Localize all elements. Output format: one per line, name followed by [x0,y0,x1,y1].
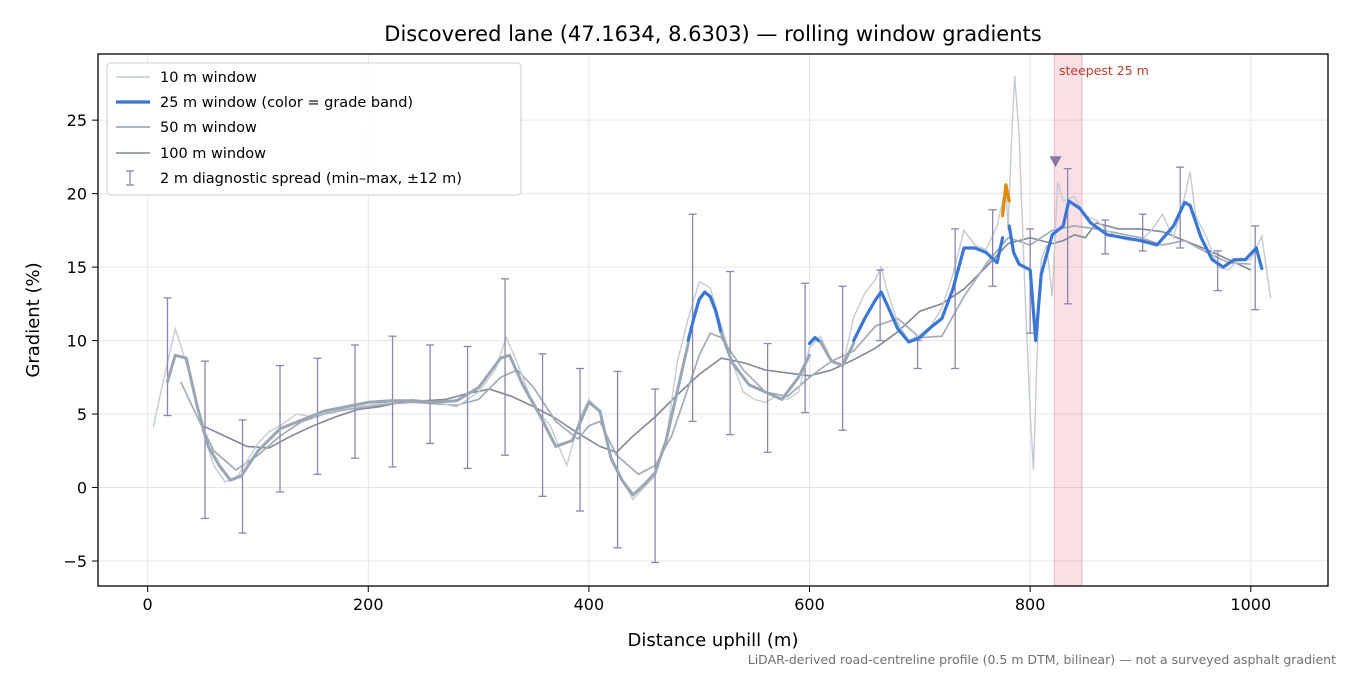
y-tick-label: 0 [77,479,87,498]
legend-label-25m: 25 m window (color = grade band) [160,95,413,111]
spread-errorbar [1063,167,1072,305]
series-25m-segment [807,336,823,346]
grid-lines [98,54,1328,586]
legend-swatches [116,76,150,186]
spread-errorbar [988,209,997,287]
y-axis-title: Gradient (%) [23,262,44,377]
x-tick-label: 1000 [1230,595,1271,614]
spread-errorbar [501,278,510,456]
spread-errorbar [651,388,660,564]
series-25m-segment [819,340,856,368]
footnote: LiDAR-derived road-centreline profile (0… [748,652,1336,667]
series-10m-line [152,75,1272,501]
series-25m-segment [1001,183,1011,218]
spread-errorbar [313,357,322,475]
series-25m-segment [852,236,1005,344]
legend-label-50m: 50 m window [160,120,257,136]
chart-title: Discovered lane (47.1634, 8.6303) — roll… [384,22,1041,46]
legend-box [106,62,522,196]
spread-errorbar [1251,225,1260,311]
x-tick-label: 800 [1015,595,1046,614]
legend-swatch-spread [126,170,134,186]
spread-errorbar [1213,250,1222,292]
series-25m-segment [166,342,690,497]
y-tick-label: 15 [67,258,87,277]
legend-label-100m: 100 m window [160,146,266,162]
spread-errorbar [463,345,472,470]
spread-errorbar [763,342,772,453]
marker-layer [1049,156,1062,168]
x-tick-label: 400 [574,595,605,614]
y-tick-label: 5 [77,405,87,424]
spread-errorbar [1176,166,1185,249]
steepest-band [1053,53,1083,587]
steepest-band-layer [1053,53,1083,587]
legend-label-10m: 10 m window [160,70,257,86]
x-axis-title: Distance uphill (m) [628,630,799,651]
series-layer [152,75,1272,564]
series-25m-segment [686,290,723,343]
spread-errorbar [538,353,547,498]
x-tick-label: 0 [143,595,153,614]
spread-errorbar [876,269,885,342]
spread-errorbar [951,228,960,370]
legend-label-spread: 2 m diagnostic spread (min–max, ±12 m) [160,171,462,187]
plot-frame [97,53,1329,587]
spread-errorbar [801,282,810,414]
x-tick-label: 600 [794,595,825,614]
steepest-peak-marker [1049,156,1062,168]
axis-ticks: 0 200 400 600 800 1000 −5 0 5 10 15 20 25 [63,111,1271,614]
steepest-band-label: steepest 25 m [1059,63,1149,78]
y-tick-label: 10 [67,332,87,351]
legend: 10 m window 25 m window (color = grade b… [106,62,522,196]
spread-errorbar [576,367,585,512]
spread-errorbar [1101,219,1110,255]
spread-errorbar [426,344,435,445]
series-25m-segment [719,331,811,401]
spread-errorbar [838,285,847,431]
x-tick-label: 200 [353,595,384,614]
y-tick-label: 20 [67,185,87,204]
spread-errorbar [613,370,622,549]
spread-errorbar [163,297,172,417]
spread-errorbar [351,344,360,459]
y-tick-label: 25 [67,111,87,130]
spread-errorbar [1138,213,1147,252]
y-tick-label: −5 [63,552,87,571]
series-25m-segment [1007,199,1264,343]
